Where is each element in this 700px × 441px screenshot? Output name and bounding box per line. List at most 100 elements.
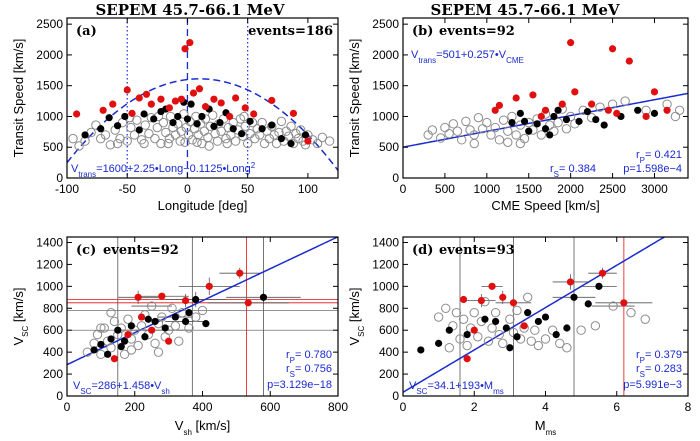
stat-rp-part: P xyxy=(290,356,295,365)
data-point-gray xyxy=(174,336,184,346)
data-point-black xyxy=(151,317,159,326)
data-point-red xyxy=(499,293,507,301)
fit-line xyxy=(403,237,666,393)
data-point-red xyxy=(642,112,650,121)
x-axis-label: Vsh [km/s] xyxy=(175,418,230,437)
data-point-black xyxy=(216,119,224,127)
data-point-gray xyxy=(230,136,241,146)
data-point-gray xyxy=(640,314,650,324)
y-tick-label: 600 xyxy=(43,323,63,337)
data-point-gray xyxy=(199,126,210,136)
data-point-black xyxy=(210,122,218,130)
data-point-gray xyxy=(269,130,279,140)
x-axis-label-part: ms xyxy=(546,428,557,437)
data-point-black xyxy=(107,335,115,343)
data-point-gray xyxy=(216,126,226,136)
data-point-black xyxy=(127,322,135,330)
stat-rp: rP= 0.421 xyxy=(636,149,682,165)
y-tick-label: 2500 xyxy=(372,17,399,31)
data-point-gray xyxy=(486,130,496,140)
data-point-black xyxy=(650,109,659,117)
y-tick-label: 400 xyxy=(43,345,63,359)
x-tick-label: 200 xyxy=(125,400,145,414)
panel-a: -100 -50 0 50 10005001000150020002500Longitu… xyxy=(11,17,339,213)
data-point-gray xyxy=(455,334,465,344)
y-tick-label: 800 xyxy=(43,301,63,315)
data-point-gray xyxy=(96,349,106,360)
events-count: events=93 xyxy=(439,243,515,258)
data-point-black xyxy=(550,112,558,121)
stat-rp-part: P xyxy=(640,356,645,365)
fit-equation-part: SC xyxy=(80,387,91,396)
data-point-black xyxy=(183,115,192,123)
data-point-gray xyxy=(555,338,565,349)
data-point-black xyxy=(104,350,112,358)
y-tick-label: 1400 xyxy=(372,235,399,249)
data-point-black xyxy=(202,320,210,328)
data-point-red xyxy=(650,88,659,96)
data-point-gray xyxy=(433,312,444,322)
data-point-red xyxy=(250,110,258,118)
data-point-red xyxy=(165,337,173,345)
data-point-gray xyxy=(440,122,450,133)
data-point-gray xyxy=(109,316,120,327)
data-point-red xyxy=(604,106,612,114)
x-tick-label: 400 xyxy=(192,400,212,414)
y-tick-label: 400 xyxy=(379,345,399,359)
data-point-red xyxy=(529,91,537,99)
stat-rp-part: P xyxy=(640,156,645,165)
data-point-gray xyxy=(239,111,249,122)
data-point-gray xyxy=(674,105,685,116)
y-tick-label: 1400 xyxy=(36,235,63,249)
fit-equation-part: V xyxy=(73,380,81,392)
fit-equation-part: V xyxy=(409,380,417,392)
data-point-gray xyxy=(562,343,572,353)
fit-equation-part: trans xyxy=(418,56,436,65)
stat-rs: rS= 0.283 xyxy=(636,363,682,379)
x-tick-label: 0 xyxy=(400,182,407,196)
data-point-gray xyxy=(276,116,287,127)
y-tick-label: 1000 xyxy=(36,279,63,293)
data-point-black xyxy=(144,315,152,323)
data-point-red xyxy=(210,95,218,103)
stat-rs: rS= 0.384 xyxy=(550,163,596,179)
y-axis-label: Transit Speed [km/s] xyxy=(347,39,362,158)
data-point-gray xyxy=(184,323,194,333)
data-point-gray xyxy=(494,329,504,340)
data-point-gray xyxy=(561,124,572,134)
x-tick-label: -100 xyxy=(55,182,79,196)
data-point-black xyxy=(268,121,276,129)
data-point-gray xyxy=(126,122,136,133)
y-axis-label-part: SC xyxy=(357,326,366,337)
data-point-red xyxy=(128,109,136,117)
stat-rp-part: r xyxy=(636,349,640,361)
data-point-black xyxy=(600,121,608,129)
x-tick-label: 2500 xyxy=(599,182,626,196)
data-point-gray xyxy=(549,126,559,136)
data-point-gray xyxy=(91,120,101,130)
data-point-black xyxy=(562,115,571,124)
data-point-gray xyxy=(444,343,455,353)
data-point-gray xyxy=(620,96,630,106)
x-tick-label: 8 xyxy=(685,400,692,414)
panel-label: (a) xyxy=(76,24,97,39)
data-point-red xyxy=(165,104,173,112)
stat-rp: rP= 0.780 xyxy=(286,349,332,365)
data-point-red xyxy=(537,112,545,121)
data-point-black xyxy=(506,344,514,352)
data-point-gray xyxy=(152,122,163,133)
plot-frame xyxy=(66,17,339,179)
data-point-gray xyxy=(522,292,533,303)
data-point-gray xyxy=(259,138,270,149)
data-point-black xyxy=(570,293,578,301)
data-point-red xyxy=(181,297,190,305)
data-point-red xyxy=(289,109,298,117)
data-point-gray xyxy=(448,119,458,129)
data-point-gray xyxy=(490,307,501,318)
y-axis-label-part: [km/s] xyxy=(11,287,26,325)
data-point-gray xyxy=(245,128,255,139)
data-point-gray xyxy=(483,336,494,346)
data-point-black xyxy=(533,120,541,128)
data-point-gray xyxy=(68,133,78,144)
